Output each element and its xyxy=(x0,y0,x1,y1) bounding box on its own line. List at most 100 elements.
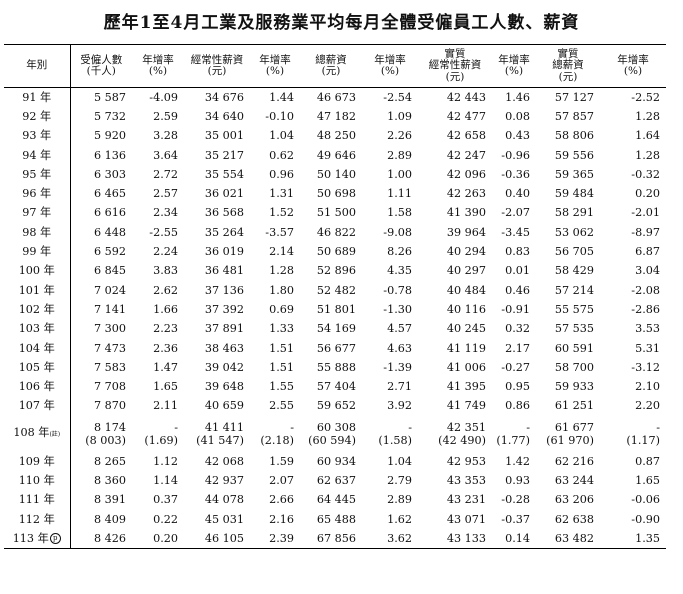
regular-wage-cell: 34 640 xyxy=(204,109,244,123)
real-total-wage-cell: 58 429 xyxy=(554,264,594,278)
real-total-growth-cell: -2.01 xyxy=(631,206,660,220)
regular-growth-cell: 1.59 xyxy=(269,454,294,468)
real-regular-wage-cell: 43 353 xyxy=(446,473,486,487)
real-regular-growth-cell: 0.93 xyxy=(505,473,530,487)
year-cell: 102 年 xyxy=(4,299,71,320)
regular-wage-cell: 36 481 xyxy=(204,264,244,278)
real-total-wage-cell: 57 214 xyxy=(554,283,594,297)
regular-growth-cell: 2.66 xyxy=(269,493,294,507)
employees-cell: 6 136 xyxy=(93,148,126,162)
real-regular-growth-cell: -0.28 xyxy=(501,493,530,507)
regular-growth-cell: 2.14 xyxy=(269,245,294,259)
real-total-growth-cell: 2.10 xyxy=(635,380,660,394)
employees-growth-cell: 2.23 xyxy=(153,322,178,336)
real-total-wage-cell: 61 677 (61 970) xyxy=(546,420,594,447)
real-total-wage-cell: 55 575 xyxy=(554,302,594,316)
regular-growth-cell: 1.28 xyxy=(269,264,294,278)
regular-wage-cell: 35 217 xyxy=(204,148,244,162)
regular-growth-cell: 1.44 xyxy=(269,90,294,104)
regular-growth-cell: 1.51 xyxy=(269,341,294,355)
year-cell: 112 年 xyxy=(4,509,71,529)
real-regular-growth-cell: 0.01 xyxy=(505,264,530,278)
regular-wage-cell: 41 411 (41 547) xyxy=(196,420,244,447)
real-regular-growth-cell: -0.36 xyxy=(501,167,530,181)
total-growth-cell: 2.26 xyxy=(387,129,412,143)
regular-growth-cell: 1.55 xyxy=(269,380,294,394)
real-regular-growth-cell: -2.07 xyxy=(501,206,530,220)
total-growth-cell: 2.71 xyxy=(387,380,412,394)
total-growth-cell: 8.26 xyxy=(387,245,412,259)
header-real-regular-growth: 年增率 (%) xyxy=(492,44,536,88)
total-wage-cell: 60 934 xyxy=(316,454,356,468)
regular-growth-cell: 0.69 xyxy=(269,302,294,316)
table-row-108: 108 年(註) 8 174 (8 003) - (1.69) 41 411 (41 … xyxy=(4,415,666,452)
table-row: 95 年 6 303 2.72 35 554 0.96 50 140 1.00 42 096 -… xyxy=(4,164,666,184)
footnote-mark: (註) xyxy=(49,431,61,439)
regular-growth-cell: 1.80 xyxy=(269,283,294,297)
employees-growth-cell: 0.20 xyxy=(132,528,184,549)
real-regular-wage-cell: 41 119 xyxy=(446,341,486,355)
real-total-wage-cell: 58 700 xyxy=(554,360,594,374)
total-wage-cell: 50 698 xyxy=(316,187,356,201)
year-cell: 104 年 xyxy=(4,338,71,358)
real-total-wage-cell: 59 365 xyxy=(554,167,594,181)
year-cell: 96 年 xyxy=(4,183,71,204)
real-total-wage-cell: 57 127 xyxy=(554,90,594,104)
real-regular-wage-cell: 40 116 xyxy=(446,302,486,316)
employees-cell: 8 426 xyxy=(70,528,132,549)
real-regular-wage-cell: 43 071 xyxy=(446,512,486,526)
employees-growth-cell: 1.12 xyxy=(153,454,178,468)
real-total-growth-cell: 0.20 xyxy=(635,187,660,201)
employees-cell: 6 616 xyxy=(93,206,126,220)
total-growth-cell: 2.89 xyxy=(387,493,412,507)
regular-growth-cell: 2.16 xyxy=(269,512,294,526)
regular-wage-cell: 34 676 xyxy=(204,90,244,104)
employees-growth-cell: 2.24 xyxy=(153,245,178,259)
total-wage-cell: 52 896 xyxy=(316,264,356,278)
regular-wage-cell: 39 042 xyxy=(204,360,244,374)
year-cell: 99 年 xyxy=(4,241,71,262)
real-total-growth-cell: -8.97 xyxy=(631,225,660,239)
table-row: 110 年 8 360 1.14 42 937 2.07 62 637 2.79 43 353… xyxy=(4,470,666,491)
year-cell: 110 年 xyxy=(4,470,71,491)
year-cell: 101 年 xyxy=(4,280,71,300)
total-wage-cell: 55 888 xyxy=(316,360,356,374)
total-wage-cell: 64 445 xyxy=(316,493,356,507)
employees-growth-cell: 2.34 xyxy=(153,206,178,220)
total-wage-cell: 56 677 xyxy=(316,341,356,355)
regular-growth-cell: -3.57 xyxy=(265,225,294,239)
table-row: 102 年 7 141 1.66 37 392 0.69 51 801 -1.30 40 11… xyxy=(4,299,666,320)
employees-cell: 5 920 xyxy=(93,129,126,143)
regular-wage-cell: 36 021 xyxy=(204,187,244,201)
real-total-growth-cell: 1.28 xyxy=(635,109,660,123)
employees-growth-cell: 1.66 xyxy=(153,302,178,316)
employees-cell: 8 174 (8 003) xyxy=(85,420,126,447)
total-growth-cell: 3.92 xyxy=(387,399,412,413)
regular-wage-cell: 36 568 xyxy=(204,206,244,220)
employees-cell: 8 360 xyxy=(93,473,126,487)
table-row: 97 年 6 616 2.34 36 568 1.52 51 500 1.58 41 390 -… xyxy=(4,203,666,223)
real-total-growth-cell: 1.65 xyxy=(635,473,660,487)
year-cell: 107 年 xyxy=(4,396,71,416)
employees-growth-cell: 2.57 xyxy=(153,187,178,201)
employees-cell: 6 592 xyxy=(93,245,126,259)
employees-growth-cell: 2.59 xyxy=(153,109,178,123)
table-row: 91 年 5 587 -4.09 34 676 1.44 46 673 -2.54 42 44… xyxy=(4,87,666,107)
header-real-total-growth: 年增率 (%) xyxy=(600,44,666,88)
year-cell: 103 年 xyxy=(4,319,71,339)
real-regular-growth-cell: 0.46 xyxy=(505,283,530,297)
employees-cell: 7 583 xyxy=(93,360,126,374)
real-total-growth-cell: 2.20 xyxy=(635,399,660,413)
table-row: 104 年 7 473 2.36 38 463 1.51 56 677 4.63 41 119… xyxy=(4,338,666,358)
real-total-growth-cell: 1.64 xyxy=(635,129,660,143)
regular-wage-cell: 37 136 xyxy=(204,283,244,297)
employees-cell: 8 409 xyxy=(93,512,126,526)
year-cell: 91 年 xyxy=(4,87,71,107)
header-real-regular-wage: 實質 經常性薪資 (元) xyxy=(418,44,492,88)
header-employees: 受僱人數 (千人) xyxy=(70,44,132,88)
year-cell: 105 年 xyxy=(4,357,71,377)
regular-growth-cell: 1.51 xyxy=(269,360,294,374)
year-cell: 92 年 xyxy=(4,106,71,127)
total-wage-cell: 54 169 xyxy=(316,322,356,336)
